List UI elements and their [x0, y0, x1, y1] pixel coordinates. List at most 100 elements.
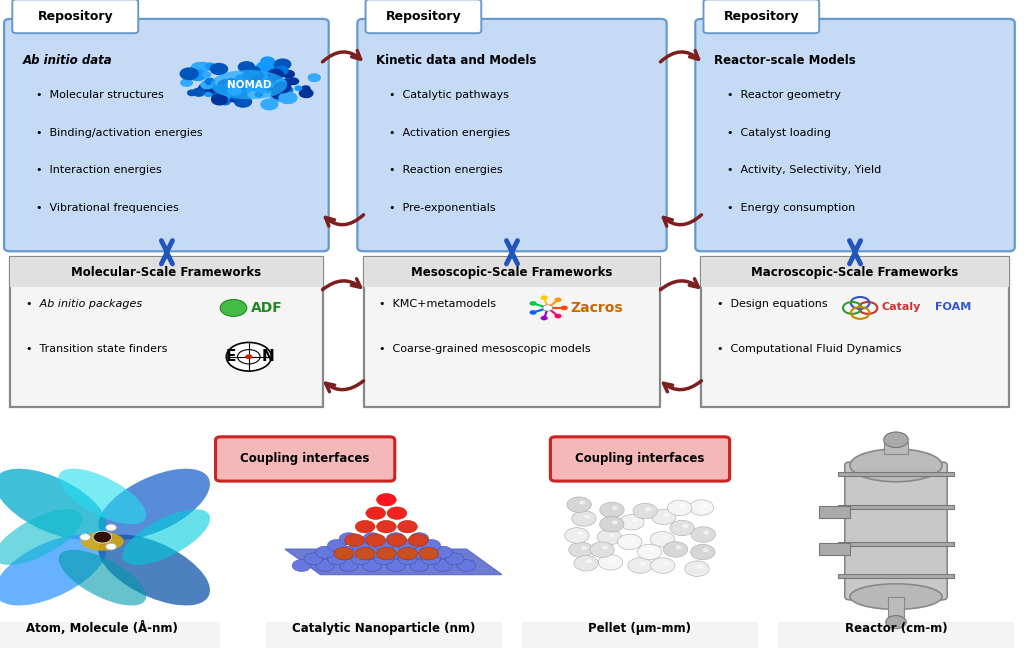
Circle shape	[245, 76, 254, 81]
Circle shape	[560, 305, 568, 311]
Circle shape	[244, 68, 253, 74]
Circle shape	[222, 95, 229, 100]
Text: Repository: Repository	[724, 10, 799, 23]
Text: Repository: Repository	[38, 10, 113, 23]
Circle shape	[228, 79, 236, 83]
Text: NOMAD: NOMAD	[226, 79, 271, 90]
Circle shape	[315, 560, 335, 572]
Circle shape	[375, 553, 393, 565]
Circle shape	[270, 77, 278, 82]
Circle shape	[339, 560, 358, 572]
Circle shape	[245, 354, 253, 359]
Circle shape	[254, 83, 262, 89]
Circle shape	[410, 560, 429, 572]
FancyBboxPatch shape	[366, 0, 481, 33]
Circle shape	[328, 553, 346, 565]
Circle shape	[387, 534, 407, 546]
Circle shape	[886, 616, 906, 629]
Circle shape	[105, 524, 117, 531]
Circle shape	[261, 99, 278, 110]
Circle shape	[274, 82, 291, 92]
Circle shape	[637, 544, 662, 560]
Circle shape	[292, 560, 311, 572]
Circle shape	[259, 89, 266, 93]
Circle shape	[433, 546, 453, 558]
Circle shape	[650, 531, 675, 547]
Text: •  Catalytic pathways: • Catalytic pathways	[389, 90, 509, 100]
Ellipse shape	[211, 70, 287, 100]
Text: Pellet (μm-mm): Pellet (μm-mm)	[589, 622, 691, 635]
Circle shape	[387, 507, 407, 519]
Circle shape	[226, 94, 239, 102]
Text: •  Binding/activation energies: • Binding/activation energies	[36, 128, 203, 137]
Circle shape	[203, 72, 211, 77]
FancyBboxPatch shape	[819, 506, 850, 518]
Circle shape	[257, 62, 272, 72]
Circle shape	[664, 542, 688, 557]
Circle shape	[689, 500, 714, 516]
Circle shape	[640, 562, 646, 566]
Text: FOAM: FOAM	[935, 302, 971, 312]
Ellipse shape	[81, 532, 124, 551]
Circle shape	[275, 66, 288, 74]
Circle shape	[265, 63, 276, 70]
Ellipse shape	[98, 534, 210, 605]
Circle shape	[271, 74, 281, 79]
Text: Reactor (cm-m): Reactor (cm-m)	[845, 622, 947, 635]
Text: Mesoscopic-Scale Frameworks: Mesoscopic-Scale Frameworks	[412, 266, 612, 279]
Text: •  Interaction energies: • Interaction energies	[36, 165, 162, 175]
Circle shape	[271, 89, 288, 99]
Text: •  Reaction energies: • Reaction energies	[389, 165, 503, 175]
Circle shape	[196, 62, 210, 72]
Circle shape	[422, 553, 440, 565]
Circle shape	[279, 92, 297, 104]
Circle shape	[680, 504, 686, 508]
Circle shape	[261, 85, 272, 92]
Circle shape	[339, 546, 358, 558]
Text: Molecular-Scale Frameworks: Molecular-Scale Frameworks	[72, 266, 261, 279]
Circle shape	[580, 501, 585, 505]
Circle shape	[632, 518, 638, 522]
Circle shape	[602, 546, 608, 549]
Circle shape	[217, 79, 236, 91]
Circle shape	[226, 342, 271, 371]
Text: •  Coarse-grained mesoscopic models: • Coarse-grained mesoscopic models	[379, 344, 591, 354]
Circle shape	[630, 538, 636, 542]
Circle shape	[220, 299, 247, 316]
Circle shape	[628, 558, 652, 574]
Circle shape	[703, 531, 710, 534]
Circle shape	[377, 547, 396, 560]
FancyBboxPatch shape	[845, 462, 947, 600]
Text: Cataly: Cataly	[882, 302, 921, 312]
Circle shape	[210, 64, 227, 74]
Text: Kinetic data and Models: Kinetic data and Models	[376, 54, 537, 67]
Circle shape	[282, 79, 293, 86]
Circle shape	[682, 524, 688, 528]
Circle shape	[645, 507, 651, 511]
Circle shape	[240, 86, 252, 93]
FancyBboxPatch shape	[364, 257, 660, 407]
Circle shape	[180, 68, 199, 79]
Circle shape	[685, 561, 710, 576]
Circle shape	[255, 92, 262, 96]
Circle shape	[93, 531, 112, 543]
Circle shape	[283, 70, 294, 77]
Circle shape	[205, 92, 212, 96]
Circle shape	[410, 533, 429, 545]
FancyBboxPatch shape	[10, 257, 323, 407]
Circle shape	[339, 533, 358, 545]
Text: •  Vibrational frequencies: • Vibrational frequencies	[36, 203, 178, 213]
Circle shape	[386, 533, 406, 545]
Circle shape	[181, 79, 193, 87]
Circle shape	[282, 87, 293, 94]
Circle shape	[597, 529, 622, 545]
Circle shape	[193, 89, 205, 96]
Circle shape	[375, 540, 393, 551]
Text: Atom, Molecule (Å-nm): Atom, Molecule (Å-nm)	[27, 620, 178, 635]
Circle shape	[386, 546, 406, 558]
Circle shape	[586, 559, 592, 563]
Circle shape	[201, 81, 213, 89]
FancyBboxPatch shape	[838, 505, 954, 509]
Circle shape	[600, 502, 625, 518]
Circle shape	[236, 79, 246, 85]
